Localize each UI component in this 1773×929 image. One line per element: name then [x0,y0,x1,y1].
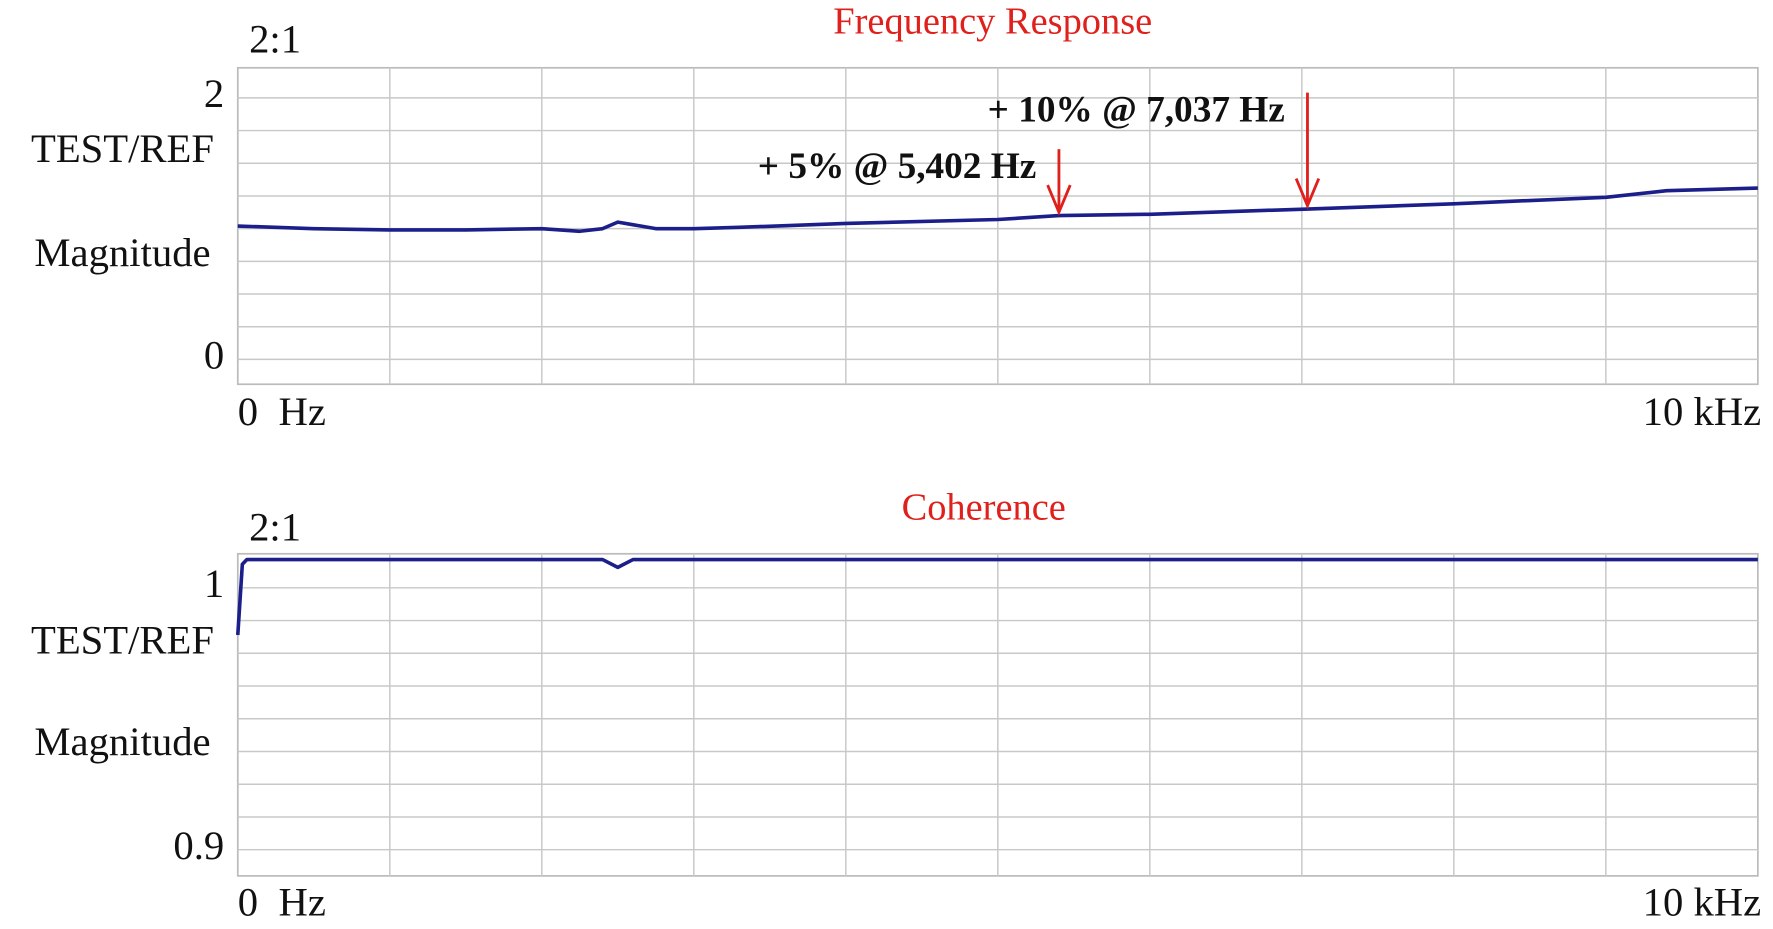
chart-title: Coherence [902,487,1066,529]
annotation: + 5% @ 5,402 Hz [758,146,1037,187]
data-line [235,557,1758,636]
chart-title: Frequency Response [833,1,1152,43]
y-axis-label: TEST/REF [31,618,214,663]
scale-label: 2:1 [249,16,301,61]
y-axis-label: Magnitude [34,719,210,764]
y-tick-label: 2 [204,71,224,116]
x-tick-label: 10 kHz [1643,880,1762,925]
y-axis-label: Magnitude [34,230,210,275]
y-tick-label: 0.9 [173,823,224,868]
data-line [237,186,1758,234]
scale-label: 2:1 [249,505,301,550]
y-axis-label: TEST/REF [31,126,214,171]
y-tick-label: 0 [204,333,224,378]
arrow-head [1294,177,1321,210]
annotation: + 10% @ 7,037 Hz [988,90,1285,131]
x-tick-label: 10 kHz [1643,389,1762,434]
x-tick-label: 0 Hz [238,389,326,434]
x-tick-label: 0 Hz [238,880,326,925]
arrow-head [1046,184,1072,216]
y-tick-label: 1 [204,561,224,606]
